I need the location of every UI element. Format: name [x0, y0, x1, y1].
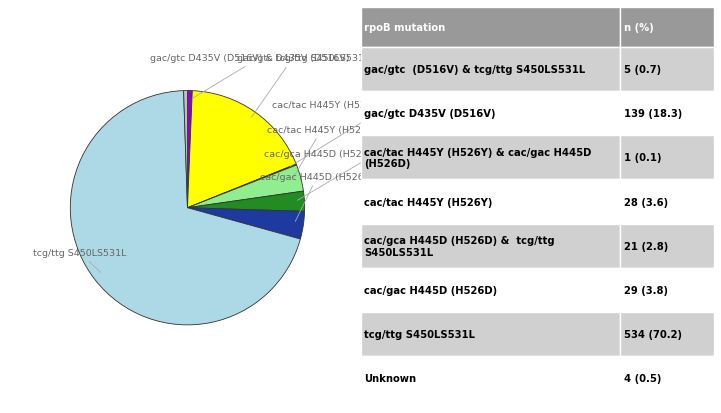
Bar: [620, 180, 714, 224]
Wedge shape: [184, 91, 187, 208]
Text: 4 (0.5): 4 (0.5): [624, 374, 661, 384]
Text: 21 (2.8): 21 (2.8): [624, 241, 668, 251]
Bar: [620, 48, 714, 92]
Wedge shape: [187, 208, 304, 240]
Text: 5 (0.7): 5 (0.7): [624, 65, 661, 75]
Bar: [360, 180, 620, 224]
Wedge shape: [187, 91, 193, 208]
Bar: [360, 268, 620, 312]
Text: gac/gtc D435V (D516V): gac/gtc D435V (D516V): [364, 109, 495, 119]
Text: cac/gca H445D (H526D) &  tcg/ttg
S450LS531L: cac/gca H445D (H526D) & tcg/ttg S450LS53…: [364, 235, 554, 257]
Text: 29 (3.8): 29 (3.8): [624, 285, 668, 295]
Bar: [360, 48, 620, 92]
Bar: [620, 312, 714, 356]
Text: rpoB mutation: rpoB mutation: [364, 23, 446, 33]
Wedge shape: [187, 166, 304, 208]
Text: 1 (0.1): 1 (0.1): [624, 153, 661, 163]
Text: cac/gac H445D (H526D): cac/gac H445D (H526D): [364, 285, 497, 295]
Bar: [360, 92, 620, 136]
Text: Unknown: Unknown: [364, 374, 416, 384]
Bar: [620, 224, 714, 268]
Bar: [620, 92, 714, 136]
Wedge shape: [187, 91, 296, 208]
Text: cac/tac H445Y (H526Y) & cac/gac H445D (H526D): cac/tac H445Y (H526Y) & cac/gac H445D (H…: [272, 101, 510, 167]
Text: 534 (70.2): 534 (70.2): [624, 330, 681, 339]
Text: tcg/ttg S450LS531L: tcg/ttg S450LS531L: [32, 248, 126, 273]
Text: 139 (18.3): 139 (18.3): [624, 109, 682, 119]
Bar: [620, 8, 714, 48]
Bar: [620, 356, 714, 401]
Bar: [360, 136, 620, 180]
Text: cac/tac H445Y (H526Y) & cac/gac H445D
(H526D): cac/tac H445Y (H526Y) & cac/gac H445D (H…: [364, 147, 591, 169]
Text: 28 (3.6): 28 (3.6): [624, 197, 668, 207]
Bar: [360, 356, 620, 401]
Bar: [620, 268, 714, 312]
Text: cac/tac H445Y (H526Y): cac/tac H445Y (H526Y): [267, 126, 376, 178]
Text: n (%): n (%): [624, 23, 653, 33]
Bar: [360, 8, 620, 48]
Text: gac/gtc  (D516V) & tcg/ttg S450LS531L: gac/gtc (D516V) & tcg/ttg S450LS531L: [364, 65, 585, 75]
Wedge shape: [187, 192, 305, 212]
Wedge shape: [71, 91, 301, 325]
Text: gac/gtc D435V (D516V) & tcg/ttg S450LS531L: gac/gtc D435V (D516V) & tcg/ttg S450LS53…: [150, 54, 369, 99]
Text: cac/tac H445Y (H526Y): cac/tac H445Y (H526Y): [364, 197, 492, 207]
Bar: [360, 224, 620, 268]
Wedge shape: [187, 165, 296, 208]
Text: gac/gtc D435V (D516V): gac/gtc D435V (D516V): [236, 54, 349, 118]
Bar: [620, 136, 714, 180]
Text: cac/gac H445D (H526D): cac/gac H445D (H526D): [260, 172, 375, 222]
Bar: [360, 312, 620, 356]
Text: cac/gca H445D (H526D) & tcg/ttg  S450LS531L: cac/gca H445D (H526D) & tcg/ttg S450LS53…: [264, 150, 488, 201]
Text: tcg/ttg S450LS531L: tcg/ttg S450LS531L: [364, 330, 475, 339]
